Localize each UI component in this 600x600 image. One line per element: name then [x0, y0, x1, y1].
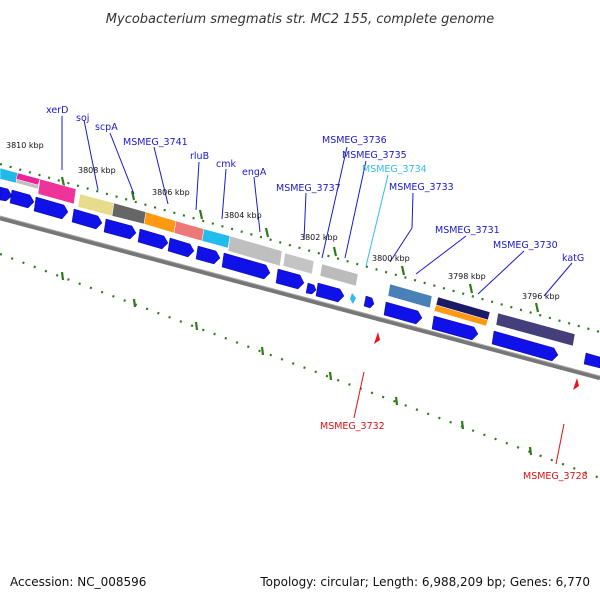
cds-arrow [431, 315, 479, 341]
red-markers [374, 332, 579, 390]
gene-label-katg[interactable]: katG [562, 253, 584, 264]
gene-label-msmeg-3731[interactable]: MSMEG_3731 [435, 225, 500, 236]
feature-magenta-a [15, 172, 41, 186]
accession-text: Accession: NC_008596 [10, 575, 146, 589]
map-title: Mycobacterium smegmatis str. MC2 155, co… [106, 12, 494, 27]
gene-label-msmeg-3734[interactable]: MSMEG_3734 [362, 164, 427, 175]
feature-cyan-left [0, 167, 19, 184]
outer-major-ticks [60, 176, 540, 313]
position-label: 3808 kbp [78, 166, 116, 175]
feature-slate [495, 312, 576, 347]
cds-arrow [33, 196, 69, 220]
position-label: 3800 kbp [372, 254, 410, 263]
red-triangle-marker [374, 332, 380, 344]
cds-arrow [363, 295, 375, 309]
feature-orange-b [433, 304, 489, 327]
gene-label-soj[interactable]: soj [76, 113, 89, 124]
cds-arrow [9, 189, 35, 209]
feature-salmon [173, 220, 205, 242]
cds-arrow-row [0, 186, 600, 369]
feature-lightgray-c [319, 263, 359, 287]
position-labels: 3810 kbp 3808 kbp 3806 kbp 3804 kbp 3802… [6, 141, 560, 301]
cds-arrow [137, 228, 169, 250]
inner-tick-track [0, 252, 600, 480]
cds-arrow [583, 352, 600, 369]
gene-label-msmeg-3741[interactable]: MSMEG_3741 [123, 137, 188, 148]
genome-backbone [0, 215, 600, 381]
gene-label-cmk[interactable]: cmk [216, 159, 236, 170]
feature-darkgray [111, 202, 147, 225]
gene-label-msmeg-3735[interactable]: MSMEG_3735 [342, 150, 407, 161]
cds-arrow [71, 208, 103, 230]
gene-label-enga[interactable]: engA [242, 167, 267, 178]
cds-arrow [491, 330, 559, 362]
gene-label-msmeg-3733[interactable]: MSMEG_3733 [389, 182, 454, 193]
position-label: 3798 kbp [448, 272, 486, 281]
gene-label-msmeg-3730[interactable]: MSMEG_3730 [493, 240, 558, 251]
cds-arrow [167, 237, 195, 258]
position-label: 3802 kbp [300, 233, 338, 242]
cds-arrow [0, 186, 13, 202]
cds-arrow [103, 218, 137, 240]
gene-label-msmeg-3728[interactable]: MSMEG_3728 [523, 471, 588, 482]
feature-orange [143, 211, 177, 234]
inner-major-ticks [60, 271, 533, 456]
outer-tick-track [0, 162, 600, 334]
gene-label-rlub[interactable]: rluB [190, 151, 209, 162]
gene-label-scpa[interactable]: scpA [95, 122, 118, 133]
red-triangle-marker [573, 378, 579, 390]
feature-steelblue [387, 283, 433, 309]
feature-lightgray-a [227, 235, 283, 267]
gene-label-msmeg-3732[interactable]: MSMEG_3732 [320, 421, 385, 432]
gene-label-msmeg-3737[interactable]: MSMEG_3737 [276, 183, 341, 194]
cds-arrow [221, 252, 271, 280]
cds-arrow [275, 268, 305, 290]
feature-magenta-b [37, 178, 77, 205]
position-label: 3804 kbp [224, 211, 262, 220]
position-label: 3806 kbp [152, 188, 190, 197]
genome-summary-text: Topology: circular; Length: 6,988,209 bp… [259, 575, 590, 589]
gene-label-xerd[interactable]: xerD [46, 105, 68, 116]
cds-arrow-cyan [350, 293, 356, 304]
feature-skyblue [201, 228, 231, 249]
leader-lines [61, 116, 573, 465]
outer-feature-row [0, 167, 576, 347]
cds-arrow [383, 301, 423, 325]
position-label: 3796 kbp [522, 292, 560, 301]
cds-arrow [195, 245, 221, 265]
gene-label-msmeg-3736[interactable]: MSMEG_3736 [322, 135, 387, 146]
cds-arrow [305, 282, 317, 295]
position-label: 3810 kbp [6, 141, 44, 150]
gene-labels: xerD soj scpA MSMEG_3741 rluB cmk engA M… [46, 105, 588, 482]
feature-lightgray-b [282, 252, 315, 275]
cds-arrow [315, 282, 345, 303]
